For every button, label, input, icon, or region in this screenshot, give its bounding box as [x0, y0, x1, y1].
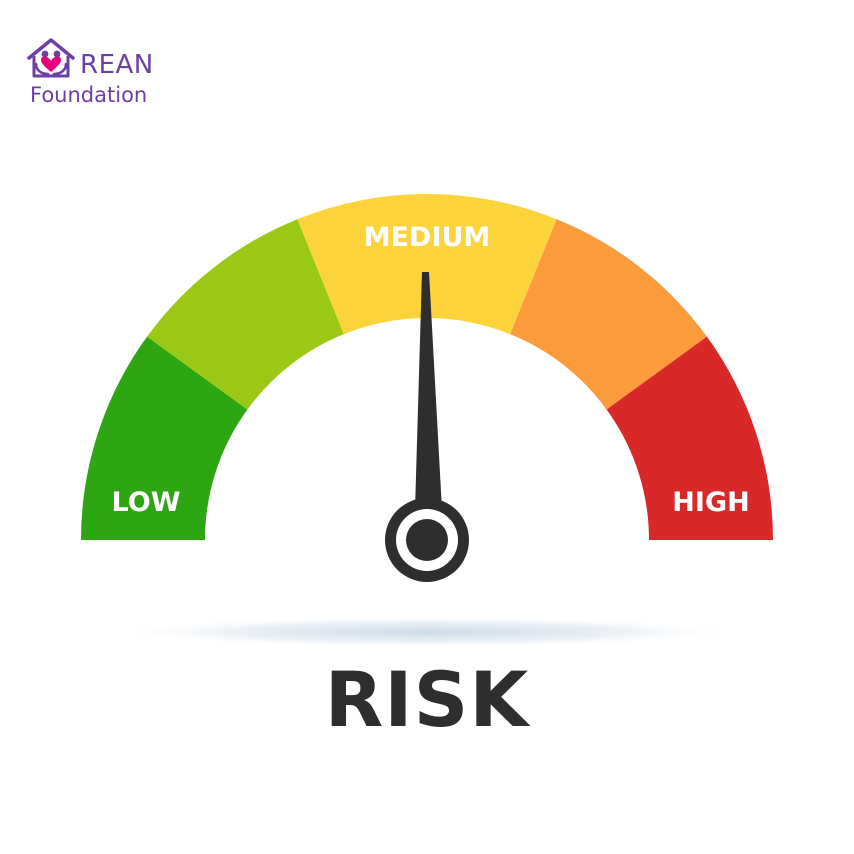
- gauge-segment-medium-high: [510, 219, 707, 410]
- risk-caption: RISK: [324, 655, 530, 744]
- rean-foundation-logo: REAN Foundation: [26, 36, 186, 116]
- logo-subtitle: Foundation: [30, 83, 148, 107]
- gauge-label-low: LOW: [112, 487, 181, 518]
- house-family-icon: [27, 38, 75, 78]
- gauge-segment-high: [606, 336, 773, 540]
- logo-name: REAN: [80, 50, 154, 80]
- gauge-shadow: [107, 616, 747, 648]
- gauge-label-medium: MEDIUM: [364, 222, 491, 253]
- needle-hub-inner: [406, 519, 448, 561]
- gauge-needle: [385, 272, 469, 582]
- gauge-segment-medium: [297, 194, 557, 335]
- gauge-label-high: HIGH: [672, 487, 749, 518]
- gauge-segments: [81, 194, 773, 540]
- gauge-segment-low: [81, 336, 248, 540]
- needle-pointer: [415, 272, 442, 510]
- gauge-segment-low-medium: [147, 219, 344, 410]
